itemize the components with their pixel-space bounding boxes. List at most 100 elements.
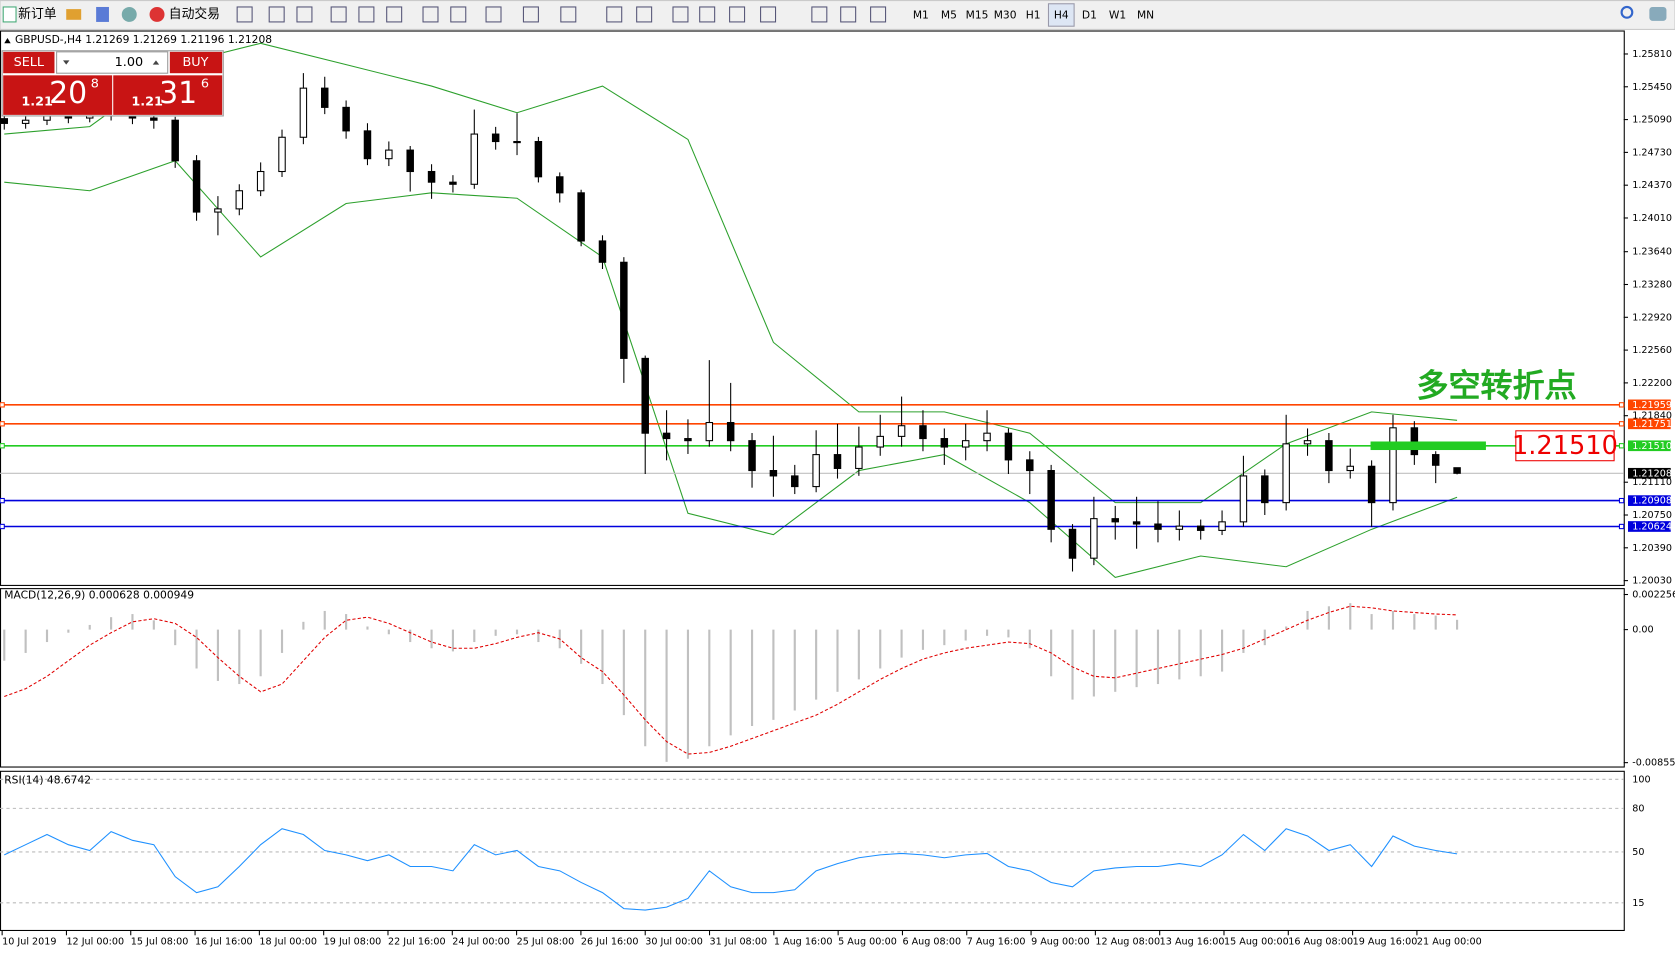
decrease[interactable]: [63, 60, 70, 65]
candle-body: [1239, 475, 1248, 523]
level-label-bg: [1627, 495, 1671, 506]
y-tick-label: 1.21840: [1632, 411, 1672, 422]
level-handle[interactable]: [1618, 402, 1625, 408]
collapse-arrow[interactable]: [4, 37, 11, 44]
auto-trading-icon[interactable]: [149, 6, 165, 22]
price-prefix[interactable]: 1.21: [131, 95, 163, 110]
auto-trading-button[interactable]: 自动交易: [169, 6, 220, 22]
candle-body: [321, 87, 329, 108]
x-tick-label: 25 Jul 08:00: [517, 937, 575, 948]
y-tick-label: 0.002256: [1632, 590, 1675, 601]
tool-icon[interactable]: [268, 6, 285, 23]
tool-icon[interactable]: [606, 6, 623, 23]
candle-body: [1367, 465, 1376, 504]
candle-body: [1303, 440, 1312, 445]
search-icon[interactable]: [1620, 5, 1634, 19]
candle-body: [342, 106, 350, 132]
timeframe-button[interactable]: M5: [941, 9, 957, 22]
tool-icon[interactable]: [422, 6, 439, 23]
timeframe-button[interactable]: H4: [1054, 9, 1069, 22]
tool-icon[interactable]: [560, 6, 577, 23]
timeframe-button[interactable]: M1: [913, 9, 929, 22]
x-tick-label: 24 Jul 00:00: [452, 937, 510, 948]
buy-button[interactable]: [169, 51, 223, 74]
tool-icon[interactable]: [522, 6, 539, 23]
tool-icon[interactable]: [811, 6, 828, 23]
symbol-title: GBPUSD-,H4 1.21269 1.21269 1.21196 1.212…: [15, 33, 272, 46]
tool-icon[interactable]: [870, 6, 887, 23]
level-handle[interactable]: [0, 443, 5, 449]
icon[interactable]: [121, 6, 137, 22]
timeframe-button[interactable]: M15: [966, 9, 989, 22]
price-main[interactable]: 31: [159, 76, 197, 111]
current-price-label: 1.21208: [1632, 468, 1672, 479]
tool-icon[interactable]: [840, 6, 857, 23]
lot-input[interactable]: [56, 51, 169, 74]
level-handle[interactable]: [1618, 497, 1625, 504]
level-label-bg: [1627, 399, 1671, 411]
price-prefix[interactable]: 1.21: [21, 95, 53, 110]
level-handle[interactable]: [0, 523, 5, 530]
timeframe-button[interactable]: D1: [1082, 9, 1097, 22]
level-handle[interactable]: [1618, 523, 1625, 530]
chat-icon[interactable]: [1649, 6, 1667, 21]
candle-body: [1196, 525, 1205, 531]
y-tick-label: 1.25450: [1632, 82, 1672, 93]
level-label: 1.21959: [1632, 400, 1672, 411]
price-fraction[interactable]: 8: [91, 76, 99, 91]
y-tick-label: 1.20750: [1632, 510, 1672, 521]
x-tick-label: 19 Jul 08:00: [324, 937, 382, 948]
tool-icon[interactable]: [636, 6, 653, 23]
level-handle[interactable]: [1618, 443, 1625, 449]
rsi-title: RSI(14) 48.6742: [4, 773, 91, 786]
panel-frame: [0, 770, 1625, 932]
timeframe-button[interactable]: W1: [1109, 9, 1126, 22]
increase[interactable]: [152, 60, 160, 65]
timeframe-button[interactable]: MN: [1137, 9, 1154, 22]
candle-body: [1325, 440, 1333, 472]
tool-icon[interactable]: [672, 6, 689, 23]
tool-icon[interactable]: [358, 6, 375, 23]
tool-icon[interactable]: [485, 6, 502, 23]
price-main[interactable]: 20: [49, 76, 87, 111]
rsi-line: [4, 828, 1458, 911]
tool-icon[interactable]: [236, 6, 253, 23]
x-tick-label: 13 Aug 16:00: [1160, 937, 1225, 948]
level-handle[interactable]: [0, 497, 5, 504]
sell-price-box[interactable]: [3, 75, 113, 115]
candle-body: [43, 115, 51, 121]
lot-value[interactable]: 1.00: [115, 55, 144, 70]
icon[interactable]: [96, 6, 109, 22]
tool-icon[interactable]: [699, 6, 716, 23]
tool-icon[interactable]: [330, 6, 347, 23]
candle-body: [449, 181, 457, 185]
toolbar: 新订单 自动交易 M1 M5 M15 M30 H1 H4 D1 W1 MN: [0, 0, 1675, 30]
price-fraction[interactable]: 6: [201, 76, 209, 91]
one-click-trading: SELL 1.00 BUY 1.21 20 8 1.21 31 6: [1, 50, 224, 117]
candle-body: [171, 119, 179, 162]
tool-icon[interactable]: [386, 6, 403, 23]
candle-body: [1389, 427, 1397, 504]
sell-button[interactable]: [3, 51, 55, 74]
level-handle[interactable]: [0, 402, 5, 408]
tool-icon[interactable]: [450, 6, 467, 23]
tool-icon[interactable]: [729, 6, 746, 23]
timeframe-button[interactable]: M30: [994, 9, 1017, 22]
candle-body: [150, 117, 158, 121]
candle-body: [1282, 443, 1290, 504]
tool-icon[interactable]: [296, 6, 313, 23]
buy-label[interactable]: BUY: [183, 55, 209, 70]
sell-label[interactable]: SELL: [14, 55, 45, 70]
new-order-button[interactable]: 新订单: [18, 6, 57, 22]
level-handle[interactable]: [0, 421, 5, 427]
icon[interactable]: [66, 9, 82, 20]
candle-body: [620, 261, 628, 359]
timeframe-button[interactable]: H1: [1026, 9, 1041, 22]
tool-icon[interactable]: [760, 6, 777, 23]
level-handle[interactable]: [1618, 421, 1625, 427]
x-tick-label: 9 Aug 00:00: [1031, 937, 1090, 948]
buy-price-box[interactable]: [113, 75, 223, 115]
new-order-icon[interactable]: [2, 6, 17, 23]
active-timeframe[interactable]: [1047, 3, 1075, 27]
